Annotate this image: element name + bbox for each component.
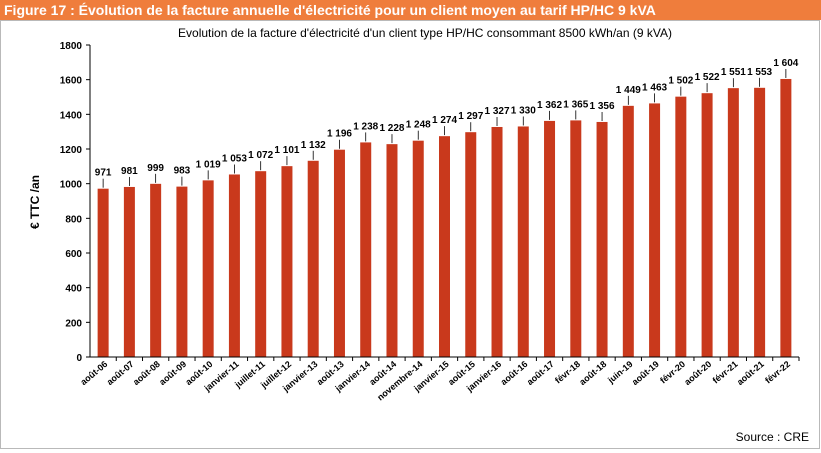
bar bbox=[255, 171, 267, 357]
y-tick-label: 1200 bbox=[60, 145, 83, 156]
x-tick-label: août-19 bbox=[630, 359, 661, 387]
data-label: 1 553 bbox=[747, 67, 772, 78]
x-tick-label: août-09 bbox=[157, 359, 188, 387]
x-tick-label: août-08 bbox=[131, 359, 162, 387]
bar bbox=[439, 136, 450, 357]
data-label: 1 228 bbox=[379, 123, 404, 134]
data-label: 999 bbox=[147, 163, 164, 174]
x-tick-label: févr-18 bbox=[553, 359, 582, 386]
bar bbox=[701, 93, 713, 357]
bar bbox=[360, 142, 372, 357]
data-label: 983 bbox=[174, 166, 191, 177]
bar bbox=[150, 183, 162, 357]
x-tick-label: août-07 bbox=[105, 359, 136, 387]
y-tick-label: 0 bbox=[76, 353, 82, 364]
figure-source: Source : CRE bbox=[735, 430, 809, 444]
x-tick-label: juin-19 bbox=[605, 359, 634, 386]
x-tick-label: août-17 bbox=[525, 359, 556, 387]
bar-chart: Evolution de la facture d'électricité d'… bbox=[28, 26, 800, 403]
y-tick-label: 200 bbox=[65, 318, 82, 329]
figure-heading: Figure 17 : Évolution de la facture annu… bbox=[0, 0, 821, 20]
bar bbox=[727, 88, 739, 357]
data-label: 1 248 bbox=[406, 120, 431, 131]
bar bbox=[465, 132, 477, 357]
data-label: 1 019 bbox=[196, 159, 221, 170]
data-label: 1 053 bbox=[222, 153, 247, 164]
bar bbox=[754, 87, 766, 358]
y-axis-title: € TTC /an bbox=[28, 175, 42, 229]
y-tick-label: 400 bbox=[65, 284, 82, 295]
data-label: 1 365 bbox=[563, 99, 588, 110]
bar-series bbox=[97, 78, 792, 358]
data-label: 1 356 bbox=[590, 101, 615, 112]
figure-frame: Evolution de la facture d'électricité d'… bbox=[0, 20, 820, 449]
data-label: 1 463 bbox=[642, 82, 667, 93]
bar bbox=[675, 96, 687, 358]
x-tick-label: août-18 bbox=[577, 359, 608, 387]
bar bbox=[97, 188, 109, 357]
data-label: 1 072 bbox=[248, 150, 273, 161]
x-axis: août-06août-07août-08août-09août-10janvi… bbox=[78, 356, 800, 403]
x-tick-label: août-20 bbox=[682, 359, 713, 387]
bar bbox=[123, 186, 135, 357]
chart-title: Evolution de la facture d'électricité d'… bbox=[178, 26, 672, 40]
y-tick-label: 1400 bbox=[60, 110, 83, 121]
bar bbox=[517, 126, 529, 357]
y-axis: 0 200 400 600 800 1000 1200 1400 1600 1800 bbox=[60, 41, 91, 364]
bar bbox=[307, 160, 319, 357]
x-tick-label: août-21 bbox=[735, 359, 766, 387]
x-tick-label: févr-20 bbox=[658, 359, 687, 386]
y-tick-label: 600 bbox=[65, 249, 82, 260]
bar bbox=[202, 180, 214, 357]
bar bbox=[333, 149, 345, 357]
y-tick-label: 800 bbox=[65, 214, 82, 225]
data-label: 1 502 bbox=[668, 76, 693, 87]
x-tick-label: août-06 bbox=[78, 359, 109, 387]
bar bbox=[281, 166, 293, 357]
data-label: 1 330 bbox=[511, 105, 536, 116]
data-label: 1 101 bbox=[274, 145, 299, 156]
data-label: 1 551 bbox=[721, 67, 746, 78]
data-label: 1 604 bbox=[773, 58, 798, 69]
bar bbox=[570, 120, 582, 358]
bar bbox=[491, 126, 503, 357]
data-label: 981 bbox=[121, 166, 138, 177]
y-tick-label: 1000 bbox=[60, 180, 83, 191]
bar bbox=[544, 120, 556, 357]
data-label: 1 327 bbox=[485, 106, 510, 117]
bar bbox=[622, 105, 634, 357]
bar bbox=[176, 186, 188, 357]
y-tick-label: 1600 bbox=[60, 76, 83, 87]
x-tick-label: août-16 bbox=[499, 359, 530, 387]
data-label: 971 bbox=[95, 168, 112, 179]
data-label: 1 522 bbox=[695, 72, 720, 83]
x-tick-label: févr-21 bbox=[711, 359, 740, 386]
bar bbox=[386, 144, 398, 357]
data-label: 1 238 bbox=[353, 121, 378, 132]
bar bbox=[649, 103, 661, 357]
data-label: 1 132 bbox=[301, 140, 326, 151]
data-label: 1 449 bbox=[616, 85, 641, 96]
data-label: 1 196 bbox=[327, 129, 352, 140]
x-tick-label: févr-22 bbox=[763, 359, 792, 386]
data-label: 1 274 bbox=[432, 115, 457, 126]
bar bbox=[596, 121, 608, 358]
y-tick-label: 1800 bbox=[60, 41, 83, 52]
data-label: 1 297 bbox=[458, 111, 483, 122]
data-label: 1 362 bbox=[537, 100, 562, 111]
bar bbox=[228, 174, 240, 357]
bar bbox=[780, 78, 792, 357]
bar bbox=[412, 140, 424, 357]
